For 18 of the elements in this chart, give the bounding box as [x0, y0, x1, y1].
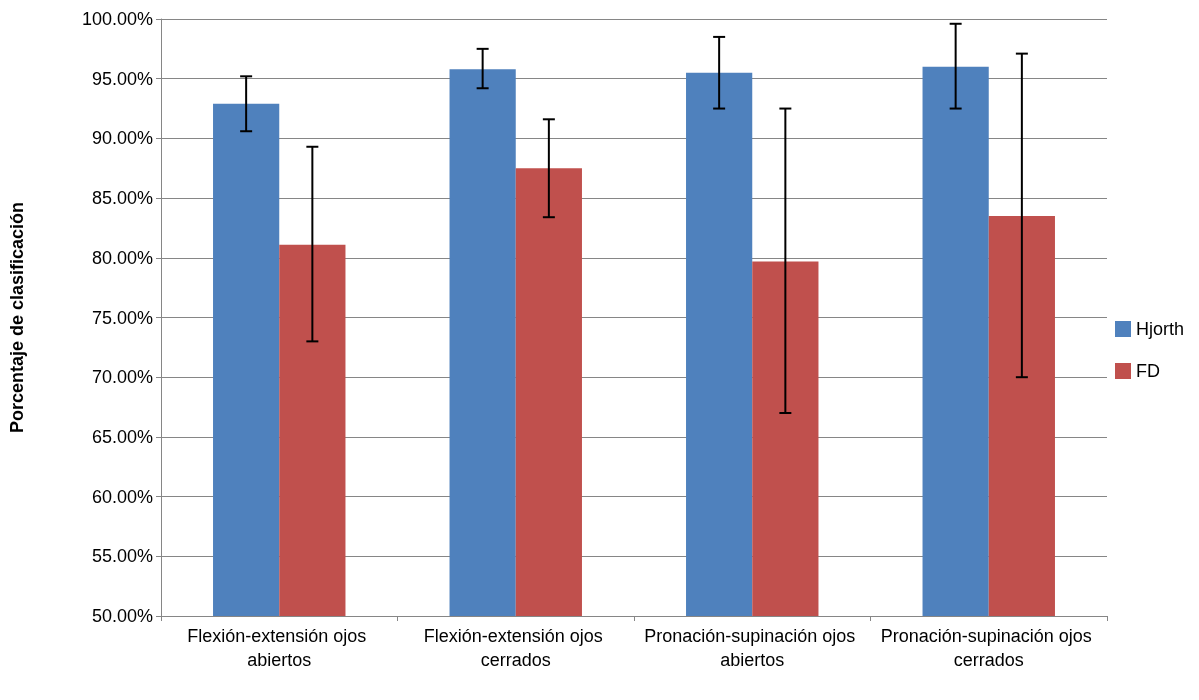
legend-label: Hjorth: [1135, 319, 1184, 339]
y-tick-label: 95.00%: [91, 68, 153, 89]
x-tick-label: Flexión-extensión ojos cerrados: [423, 626, 608, 670]
y-axis-title: Porcentaje de clasificación: [7, 201, 27, 434]
x-tick-label: Pronación-supinación ojos abiertos: [644, 626, 861, 670]
y-tick-label: 85.00%: [91, 188, 153, 209]
y-tick-label: 75.00%: [91, 307, 153, 328]
x-tick-label: Pronación-supinación ojos cerrados: [880, 626, 1097, 670]
y-tick-label: 60.00%: [91, 486, 153, 507]
legend-label: FD: [1135, 361, 1160, 381]
y-tick-label: 65.00%: [91, 426, 153, 447]
y-tick-label: 90.00%: [91, 128, 153, 149]
y-tick-label: 100.00%: [81, 9, 153, 29]
x-tick-label: Flexión-extensión ojos abiertos: [187, 626, 372, 670]
y-tick-label: 80.00%: [91, 247, 153, 268]
y-tick-label: 70.00%: [91, 367, 153, 388]
y-tick-label: 50.00%: [91, 606, 153, 626]
y-tick-label: 55.00%: [91, 546, 153, 567]
